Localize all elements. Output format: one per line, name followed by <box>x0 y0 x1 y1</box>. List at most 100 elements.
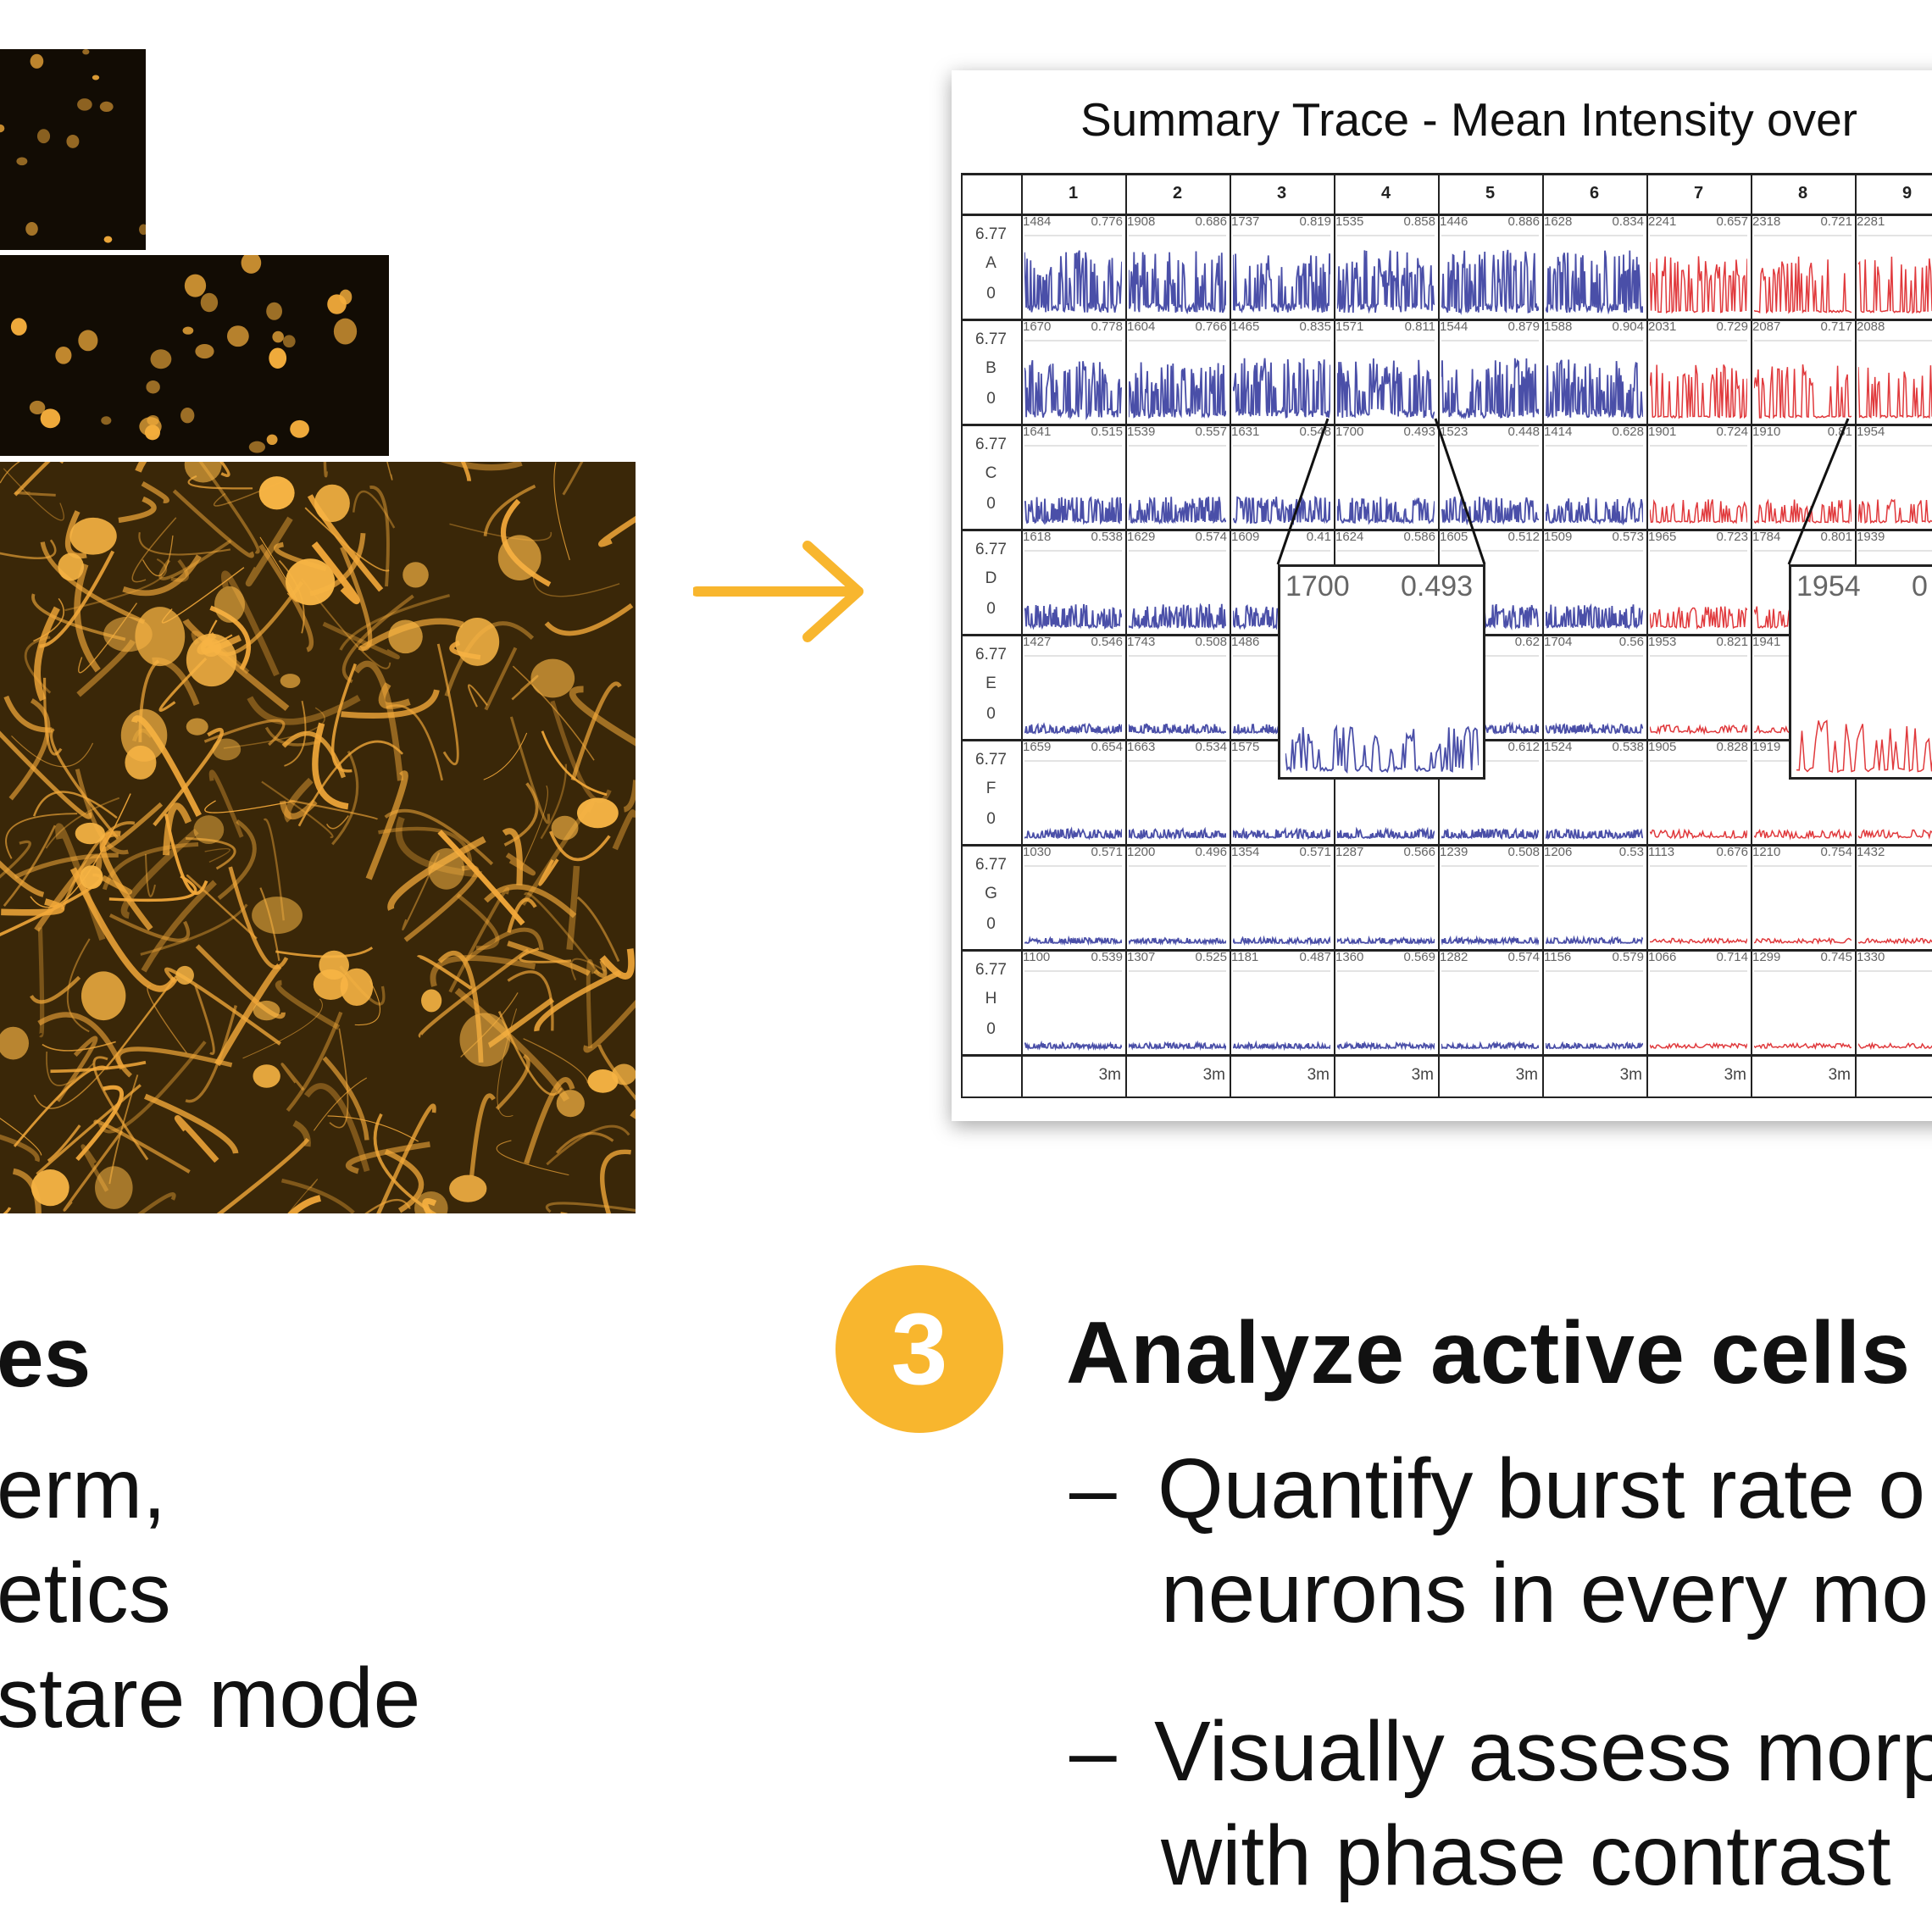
well-cell-D6[interactable]: 1509 0.573 <box>1542 529 1646 634</box>
well-cell-A5[interactable]: 1446 0.886 <box>1438 214 1542 319</box>
well-cell-F6[interactable]: 1524 0.538 <box>1542 739 1646 844</box>
well-cell-A1[interactable]: 1484 0.776 <box>1021 214 1125 319</box>
neurite <box>311 541 360 605</box>
well-cell-B2[interactable]: 1604 0.766 <box>1125 319 1230 424</box>
well-ratio: 0.487 <box>1299 950 1331 964</box>
grid-line <box>961 214 1932 216</box>
neurite <box>32 791 118 819</box>
well-cell-B3[interactable]: 1465 0.835 <box>1230 319 1334 424</box>
neurite <box>208 769 244 838</box>
well-ratio: 0.538 <box>1091 530 1123 544</box>
neurite <box>502 828 523 886</box>
well-cell-H9[interactable]: 13300. <box>1855 949 1932 1054</box>
well-count: 1609 <box>1231 530 1260 544</box>
well-cell-G8[interactable]: 1210 0.754 <box>1751 844 1855 949</box>
well-cell-C2[interactable]: 1539 0.557 <box>1125 424 1230 529</box>
step-heading: Analyze active cells <box>1066 1304 1912 1402</box>
trace-line <box>1337 935 1435 946</box>
well-cell-H8[interactable]: 1299 0.745 <box>1751 949 1855 1054</box>
well-cell-E6[interactable]: 1704 0.56 <box>1542 634 1646 739</box>
well-cell-B9[interactable]: 20880. <box>1855 319 1932 424</box>
well-cell-B7[interactable]: 2031 0.729 <box>1646 319 1751 424</box>
well-cell-G5[interactable]: 1239 0.508 <box>1438 844 1542 949</box>
trace-line <box>1441 827 1539 841</box>
well-cell-F1[interactable]: 1659 0.654 <box>1021 739 1125 844</box>
well-cell-B4[interactable]: 1571 0.811 <box>1334 319 1438 424</box>
neurite <box>325 815 349 830</box>
well-cell-A3[interactable]: 1737 0.819 <box>1230 214 1334 319</box>
neurite <box>172 489 254 558</box>
well-cell-D1[interactable]: 1618 0.538 <box>1021 529 1125 634</box>
well-cell-F2[interactable]: 1663 0.534 <box>1125 739 1230 844</box>
cell-body <box>414 1191 448 1213</box>
trace-line <box>1024 359 1122 420</box>
well-cell-C7[interactable]: 1901 0.724 <box>1646 424 1751 529</box>
well-cell-C3[interactable]: 1631 0.548 <box>1230 424 1334 529</box>
well-count: 2281 <box>1857 214 1885 229</box>
bullet-text: neurons in every mo <box>1161 1546 1929 1641</box>
trace-line <box>1024 250 1122 314</box>
well-cell-A8[interactable]: 2318 0.721 <box>1751 214 1855 319</box>
neurite <box>612 809 636 851</box>
row-label: D <box>985 569 997 587</box>
well-ratio: 0.801 <box>1820 530 1852 544</box>
well-cell-C5[interactable]: 1523 0.448 <box>1438 424 1542 529</box>
well-cell-G9[interactable]: 14320. <box>1855 844 1932 949</box>
well-cell-C8[interactable]: 1910 0.81 <box>1751 424 1855 529</box>
neurite <box>507 897 537 934</box>
trace-line <box>1024 935 1122 946</box>
well-count: 1670 <box>1023 319 1052 334</box>
well-cell-H5[interactable]: 1282 0.574 <box>1438 949 1542 1054</box>
well-cell-H6[interactable]: 1156 0.579 <box>1542 949 1646 1054</box>
well-cell-H1[interactable]: 1100 0.539 <box>1021 949 1125 1054</box>
well-cell-D2[interactable]: 1629 0.574 <box>1125 529 1230 634</box>
well-cell-C6[interactable]: 1414 0.628 <box>1542 424 1646 529</box>
neurite <box>570 681 622 781</box>
well-cell-C4[interactable]: 1700 0.493 <box>1334 424 1438 529</box>
well-cell-B1[interactable]: 1670 0.778 <box>1021 319 1125 424</box>
well-ratio: 0.828 <box>1716 740 1748 754</box>
trace-line <box>1233 496 1330 525</box>
well-cell-D7[interactable]: 1965 0.723 <box>1646 529 1751 634</box>
well-cell-G6[interactable]: 1206 0.53 <box>1542 844 1646 949</box>
well-cell-A9[interactable]: 22810.6 <box>1855 214 1932 319</box>
trace-line <box>1650 724 1747 736</box>
well-cell-G3[interactable]: 1354 0.571 <box>1230 844 1334 949</box>
neurite <box>175 1115 219 1163</box>
well-ratio: 0.628 <box>1612 425 1644 439</box>
y-axis-label: 6.77 <box>975 225 1007 243</box>
neurite <box>275 980 341 1030</box>
well-cell-A2[interactable]: 1908 0.686 <box>1125 214 1230 319</box>
well-count: 1905 <box>1648 740 1677 754</box>
cell-body <box>319 950 349 980</box>
cell-body <box>421 989 442 1013</box>
well-cell-G2[interactable]: 1200 0.496 <box>1125 844 1230 949</box>
well-cell-H4[interactable]: 1360 0.569 <box>1334 949 1438 1054</box>
trace-line <box>1858 936 1932 945</box>
neurite <box>223 707 325 749</box>
well-cell-F7[interactable]: 1905 0.828 <box>1646 739 1751 844</box>
well-cell-E1[interactable]: 1427 0.546 <box>1021 634 1125 739</box>
well-cell-H3[interactable]: 1181 0.487 <box>1230 949 1334 1054</box>
neurite <box>42 1041 116 1052</box>
neurite <box>141 880 217 973</box>
well-cell-H2[interactable]: 1307 0.525 <box>1125 949 1230 1054</box>
well-cell-G1[interactable]: 1030 0.571 <box>1021 844 1125 949</box>
well-cell-E7[interactable]: 1953 0.821 <box>1646 634 1751 739</box>
well-cell-B6[interactable]: 1588 0.904 <box>1542 319 1646 424</box>
well-cell-C1[interactable]: 1641 0.515 <box>1021 424 1125 529</box>
well-cell-E2[interactable]: 1743 0.508 <box>1125 634 1230 739</box>
well-cell-G7[interactable]: 1113 0.676 <box>1646 844 1751 949</box>
neurite <box>570 958 606 981</box>
neurite <box>219 462 230 478</box>
well-cell-B8[interactable]: 2087 0.717 <box>1751 319 1855 424</box>
neurite <box>46 1051 94 1086</box>
well-cell-B5[interactable]: 1544 0.879 <box>1438 319 1542 424</box>
well-cell-G4[interactable]: 1287 0.566 <box>1334 844 1438 949</box>
well-cell-A4[interactable]: 1535 0.858 <box>1334 214 1438 319</box>
well-cell-H7[interactable]: 1066 0.714 <box>1646 949 1751 1054</box>
well-count: 1544 <box>1440 319 1468 334</box>
well-cell-A6[interactable]: 1628 0.834 <box>1542 214 1646 319</box>
well-cell-A7[interactable]: 2241 0.657 <box>1646 214 1751 319</box>
